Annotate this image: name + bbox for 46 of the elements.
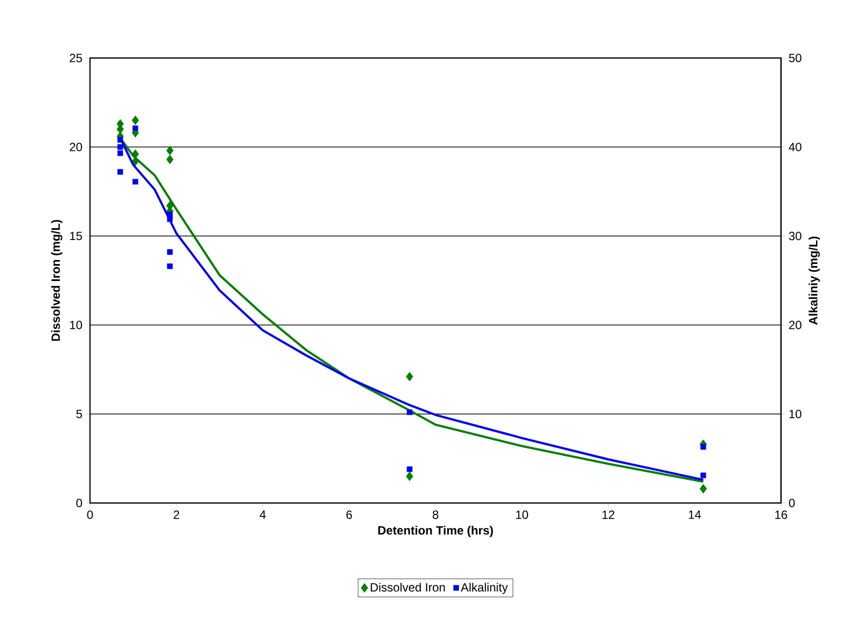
point (406, 372, 414, 382)
y-tick-label: 20 (70, 142, 82, 152)
x-tick-label: 6 (346, 510, 352, 519)
y2-axis-title: Alkaliniy (mg/L) (808, 236, 820, 325)
y-axis-title: Dissolved Iron (mg/L) (51, 220, 62, 341)
point (167, 263, 173, 270)
y-tick-label: 15 (70, 232, 82, 240)
point (117, 137, 124, 143)
point (132, 126, 138, 132)
legend-label: Alkalinity (460, 582, 508, 594)
x-tick-label: 2 (174, 510, 180, 519)
point (117, 150, 124, 156)
y2-tick-label: 10 (789, 410, 802, 418)
point (700, 484, 707, 494)
x-tick-label: 16 (775, 510, 788, 519)
x-tick-label: 4 (260, 510, 266, 519)
x-tick-label: 8 (432, 510, 438, 519)
point (166, 146, 174, 156)
point (167, 216, 173, 222)
point (117, 144, 124, 150)
point (167, 249, 173, 255)
y-tick-label: 25 (70, 54, 82, 62)
y2-tick-label: 20 (789, 320, 802, 330)
point (406, 466, 412, 472)
y2-tick-label: 30 (788, 232, 802, 240)
y-tick-label: 5 (76, 410, 82, 418)
y2-tick-label: 40 (788, 142, 802, 152)
y2-tick-label: 0 (789, 498, 795, 508)
point (406, 472, 414, 481)
x-tick-label: 12 (602, 510, 614, 519)
x-axis-title: Detention Time (hrs) (378, 526, 493, 537)
point (132, 178, 138, 184)
x-tick-label: 10 (516, 510, 528, 519)
point (132, 116, 139, 125)
x-tick-label: 0 (87, 510, 93, 519)
y2-tick-label: 50 (789, 54, 802, 62)
point (406, 409, 412, 416)
x-tick-label: 14 (688, 510, 701, 519)
point (166, 154, 174, 164)
point (117, 169, 124, 175)
point (700, 472, 706, 478)
point (700, 444, 706, 450)
point (132, 149, 139, 159)
y-tick-label: 0 (76, 498, 82, 508)
y-tick-label: 10 (70, 320, 82, 330)
legend-label: Dissolved Iron (370, 582, 445, 592)
